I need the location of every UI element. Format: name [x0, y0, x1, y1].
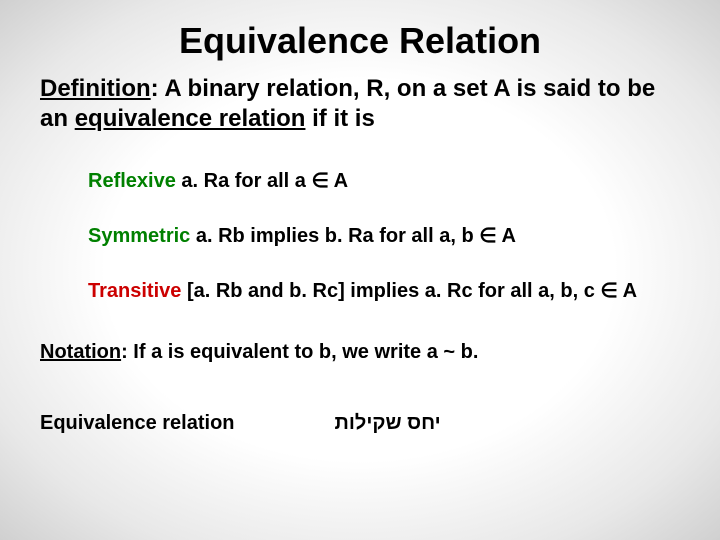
property-symmetric: Symmetric a. Rb implies b. Ra for all a,…	[88, 223, 680, 248]
definition-label: Definition	[40, 75, 151, 102]
keyword-reflexive: Reflexive	[88, 170, 176, 192]
notation-text: : If a is equivalent to b, we write a ~ …	[121, 341, 478, 363]
keyword-transitive: Transitive	[88, 280, 181, 302]
definition-block: Definition: A binary relation, R, on a s…	[40, 74, 680, 134]
footer-row: Equivalence relation יחס שקילות	[40, 412, 680, 435]
text-reflexive: a. Ra for all a ∈ A	[176, 170, 348, 192]
footer-right: יחס שקילות	[335, 412, 441, 435]
footer-left: Equivalence relation	[40, 412, 235, 435]
notation-block: Notation: If a is equivalent to b, we wr…	[40, 341, 680, 364]
keyword-symmetric: Symmetric	[88, 225, 190, 247]
definition-text-after: if it is	[305, 105, 374, 132]
notation-label: Notation	[40, 341, 121, 363]
slide-title: Equivalence Relation	[40, 20, 680, 62]
text-symmetric: a. Rb implies b. Ra for all a, b ∈ A	[190, 225, 516, 247]
text-transitive: [a. Rb and b. Rc] implies a. Rc for all …	[181, 280, 637, 302]
property-reflexive: Reflexive a. Ra for all a ∈ A	[88, 168, 680, 193]
property-transitive: Transitive [a. Rb and b. Rc] implies a. …	[88, 278, 680, 303]
properties-list: Reflexive a. Ra for all a ∈ A Symmetric …	[40, 168, 680, 303]
definition-term: equivalence relation	[75, 105, 306, 132]
